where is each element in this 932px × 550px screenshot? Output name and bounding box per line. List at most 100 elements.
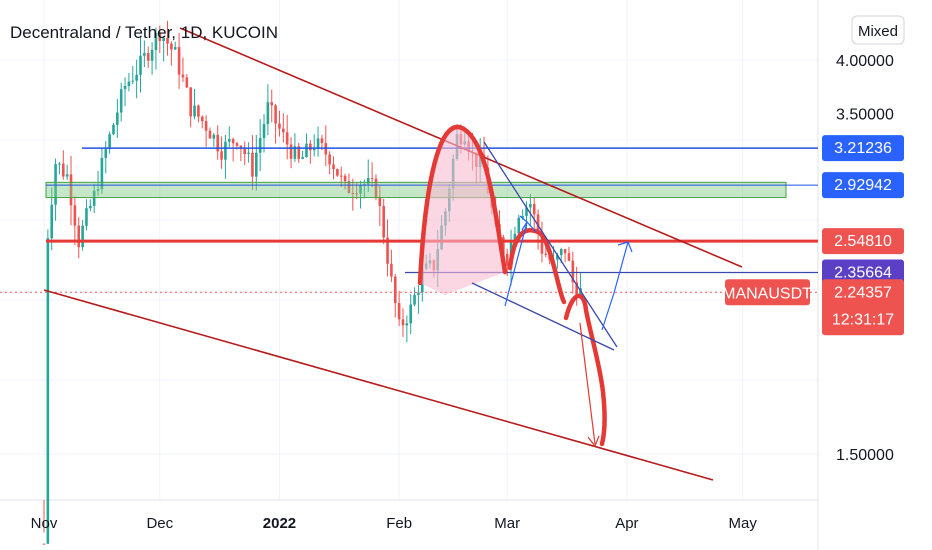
- candle-body: [270, 102, 274, 106]
- candle-body: [158, 32, 162, 41]
- candle-body: [328, 154, 331, 165]
- candle-body: [525, 207, 528, 216]
- candle-body: [397, 303, 401, 320]
- candle-body: [505, 253, 509, 266]
- candle-body: [127, 81, 131, 87]
- x-tick-label: Dec: [146, 515, 173, 532]
- price-label-badge: [822, 279, 904, 336]
- candle-body: [181, 74, 185, 78]
- candle-body: [96, 189, 100, 191]
- candle-body: [216, 134, 219, 152]
- price-label-value: 2.54810: [834, 233, 892, 250]
- candle-body: [81, 225, 84, 248]
- candle-body: [255, 152, 258, 177]
- candle-body: [77, 225, 81, 248]
- candle-body: [282, 128, 285, 133]
- candle-body: [301, 157, 304, 159]
- candle-body: [227, 139, 231, 142]
- candle-body: [258, 138, 262, 153]
- candle-body: [563, 249, 567, 254]
- candle-body: [170, 43, 173, 50]
- candle-body: [42, 543, 46, 545]
- candle-body: [289, 144, 293, 159]
- candle-body: [529, 204, 532, 208]
- candle-body: [517, 217, 521, 234]
- candle-body: [197, 105, 200, 117]
- candle-body: [251, 152, 254, 177]
- candle-body: [293, 146, 297, 159]
- arrowhead: [587, 435, 600, 448]
- candle-body: [150, 50, 154, 61]
- candle-body: [204, 121, 208, 131]
- candle-body: [208, 130, 212, 139]
- grid: [0, 0, 819, 550]
- symbol-badge: [725, 279, 810, 306]
- candle-body: [336, 169, 339, 176]
- candle-body: [112, 124, 115, 135]
- candle-body: [355, 193, 358, 195]
- candle-body: [92, 190, 96, 206]
- candle-body: [309, 143, 312, 151]
- candle-body: [135, 74, 138, 81]
- candle-body: [278, 123, 281, 129]
- candle-body: [417, 292, 420, 295]
- candle-body: [119, 89, 123, 113]
- candle-body: [100, 158, 104, 190]
- candle-body: [393, 276, 397, 304]
- candle-body: [162, 38, 165, 41]
- price-label-badge: [822, 259, 904, 286]
- candle-body: [339, 175, 343, 177]
- candle-body: [116, 112, 119, 125]
- candle-body: [185, 77, 189, 88]
- symbol-label: MANAUSDT: [722, 285, 812, 302]
- candle-body: [544, 253, 548, 255]
- projected-drop-curve: [563, 293, 607, 447]
- wedge-upper-line: [483, 141, 618, 348]
- y-tick-label: 1.50000: [836, 447, 894, 464]
- candle-body: [189, 87, 192, 117]
- candle-body: [73, 205, 77, 226]
- price-label-value: 3.21236: [834, 140, 892, 157]
- candle-body: [262, 124, 266, 139]
- candle-body: [374, 178, 378, 198]
- candle-body: [247, 152, 250, 155]
- price-label-value: 2.24357: [834, 284, 892, 301]
- candle-body: [266, 102, 270, 125]
- drawings-layer: [0, 27, 818, 481]
- candle-body: [575, 282, 578, 298]
- candle-body: [166, 38, 169, 44]
- channel-lower-line: [43, 289, 714, 481]
- candle-body: [401, 319, 405, 326]
- price-axis[interactable]: 4.00000 3.50000 1.50000 3.21236 2.92942 2.548…: [722, 53, 904, 464]
- chart-title: Decentraland / Tether, 1D, KUCOIN: [10, 23, 278, 42]
- x-tick-label: Mar: [494, 515, 520, 532]
- price-label-value: 2.92942: [834, 177, 892, 194]
- price-label-badge: [822, 135, 904, 162]
- candle-body: [305, 143, 308, 158]
- y-tick-label: 3.50000: [836, 107, 894, 124]
- shoulder-curve: [507, 228, 567, 305]
- supply-zone: [45, 181, 787, 199]
- x-tick-label: May: [728, 515, 757, 532]
- candle-body: [177, 47, 181, 75]
- candle-body: [50, 204, 54, 239]
- candle-body: [239, 145, 243, 149]
- time-axis[interactable]: Nov Dec 2022 Feb Mar Apr May: [31, 515, 758, 532]
- candle-body: [536, 214, 540, 234]
- candle-body: [343, 175, 347, 182]
- candle-body: [571, 260, 575, 283]
- candle-body: [285, 132, 289, 145]
- scale-mode-button[interactable]: Mixed: [851, 15, 905, 45]
- wedge-lower-line: [471, 282, 615, 351]
- candle-body: [243, 148, 247, 155]
- x-tick-label: 2022: [263, 515, 296, 532]
- candle-body: [521, 215, 524, 218]
- candle-body: [390, 263, 393, 277]
- target-arrow: [579, 322, 596, 445]
- price-label-badge: [822, 172, 904, 199]
- scale-mode-label: Mixed: [858, 23, 898, 40]
- candle-body: [235, 143, 239, 146]
- pattern-fill: [420, 127, 505, 295]
- candle-body: [89, 205, 92, 209]
